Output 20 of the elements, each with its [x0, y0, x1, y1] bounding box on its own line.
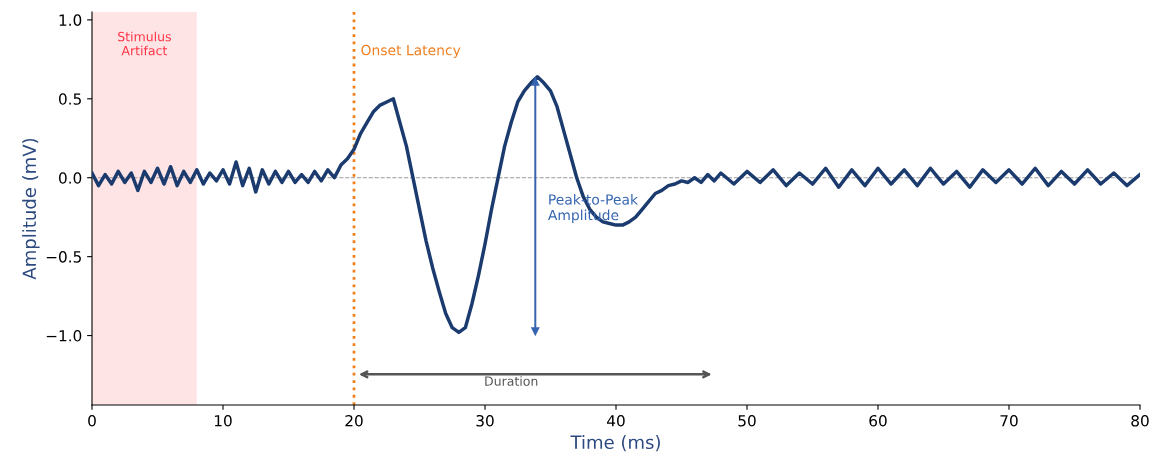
- x-tick-label: 70: [1000, 414, 1018, 427]
- x-tick-label: 40: [607, 414, 625, 427]
- x-tick-label: 80: [1131, 414, 1149, 427]
- x-tick-label: 0: [88, 414, 96, 427]
- y-tick-label: 0.5: [58, 93, 81, 105]
- x-tick-label: 30: [476, 414, 494, 427]
- x-tick-label: 10: [214, 414, 232, 427]
- x-tick-label: 50: [738, 414, 756, 427]
- line-series: [92, 74, 1140, 335]
- x-tick-label: 20: [345, 414, 363, 427]
- ref-line-label: Onset Latency: [361, 44, 461, 59]
- x-tick-label: 60: [869, 414, 887, 427]
- y-tick-label: 1.0: [59, 14, 82, 26]
- y-tick-label: −0.5: [46, 251, 81, 263]
- band-label: Stimulus Artifact: [118, 31, 171, 56]
- annotation: Duration: [485, 376, 538, 386]
- y-tick-label: 0.0: [58, 172, 82, 184]
- y-tick-label: −1.0: [46, 330, 82, 342]
- x-axis-title: Time (ms): [570, 435, 660, 452]
- y-axis-title: Amplitude (mV): [22, 138, 40, 280]
